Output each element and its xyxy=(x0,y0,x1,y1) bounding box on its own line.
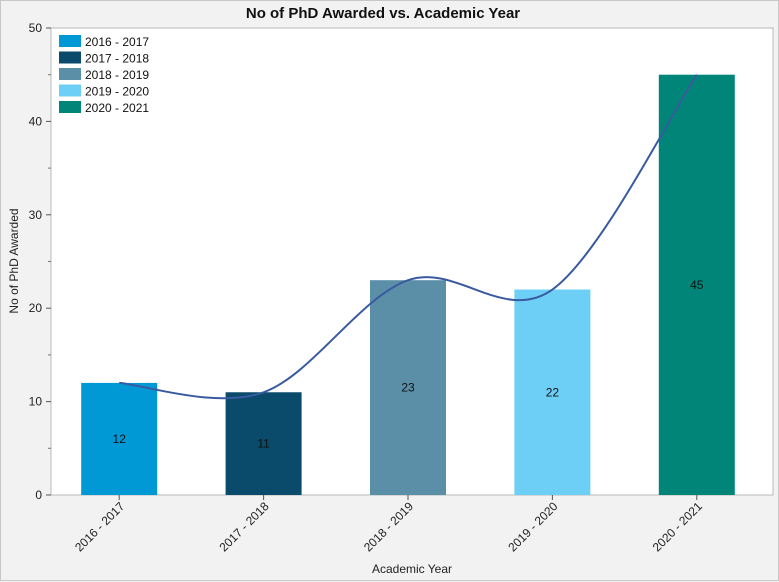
legend-label: 2016 - 2017 xyxy=(85,35,149,49)
x-tick-label: 2017 - 2018 xyxy=(217,499,272,554)
y-tick-label: 40 xyxy=(29,114,43,128)
legend-swatch xyxy=(59,101,81,113)
y-tick-label: 0 xyxy=(35,488,42,502)
bar-value-label: 12 xyxy=(113,432,127,446)
bar xyxy=(514,289,591,495)
legend-swatch xyxy=(59,35,81,47)
y-tick-label: 10 xyxy=(29,395,43,409)
y-tick-label: 30 xyxy=(29,208,43,222)
bar xyxy=(658,74,735,495)
legend-label: 2019 - 2020 xyxy=(85,85,149,99)
x-tick-label: 2018 - 2019 xyxy=(361,499,416,554)
legend-label: 2018 - 2019 xyxy=(85,68,149,82)
legend-swatch xyxy=(59,68,81,80)
bar xyxy=(370,280,446,495)
legend: 2016 - 2017 2017 - 2018 2018 - 2019 2019 - … xyxy=(59,35,149,115)
x-axis-label: Academic Year xyxy=(372,562,452,576)
data-labels: 12 11 23 22 45 xyxy=(113,278,704,451)
bar-value-label: 11 xyxy=(257,437,270,451)
bars xyxy=(81,74,735,495)
bar-value-label: 22 xyxy=(546,385,560,399)
bar-value-label: 23 xyxy=(401,381,415,395)
y-axis-label: No of PhD Awarded xyxy=(7,208,21,313)
legend-swatch xyxy=(59,84,81,97)
legend-label: 2020 - 2021 xyxy=(85,101,149,115)
legend-swatch xyxy=(59,51,81,64)
x-axis: 2016 - 2017 2017 - 2018 2018 - 2019 2019 - … xyxy=(72,495,705,554)
y-tick-label: 20 xyxy=(29,301,43,315)
x-tick-label: 2020 - 2021 xyxy=(650,499,705,554)
y-axis: 0 10 20 30 40 50 xyxy=(29,21,51,502)
bar xyxy=(225,392,302,495)
bar xyxy=(81,382,158,495)
chart-title: No of PhD Awarded vs. Academic Year xyxy=(246,5,520,22)
y-tick-label: 50 xyxy=(29,21,43,35)
trend-line xyxy=(119,74,698,400)
bar-value-label: 45 xyxy=(690,278,704,292)
x-tick-label: 2019 - 2020 xyxy=(505,499,560,554)
x-tick-label: 2016 - 2017 xyxy=(72,499,127,554)
legend-label: 2017 - 2018 xyxy=(85,52,149,66)
